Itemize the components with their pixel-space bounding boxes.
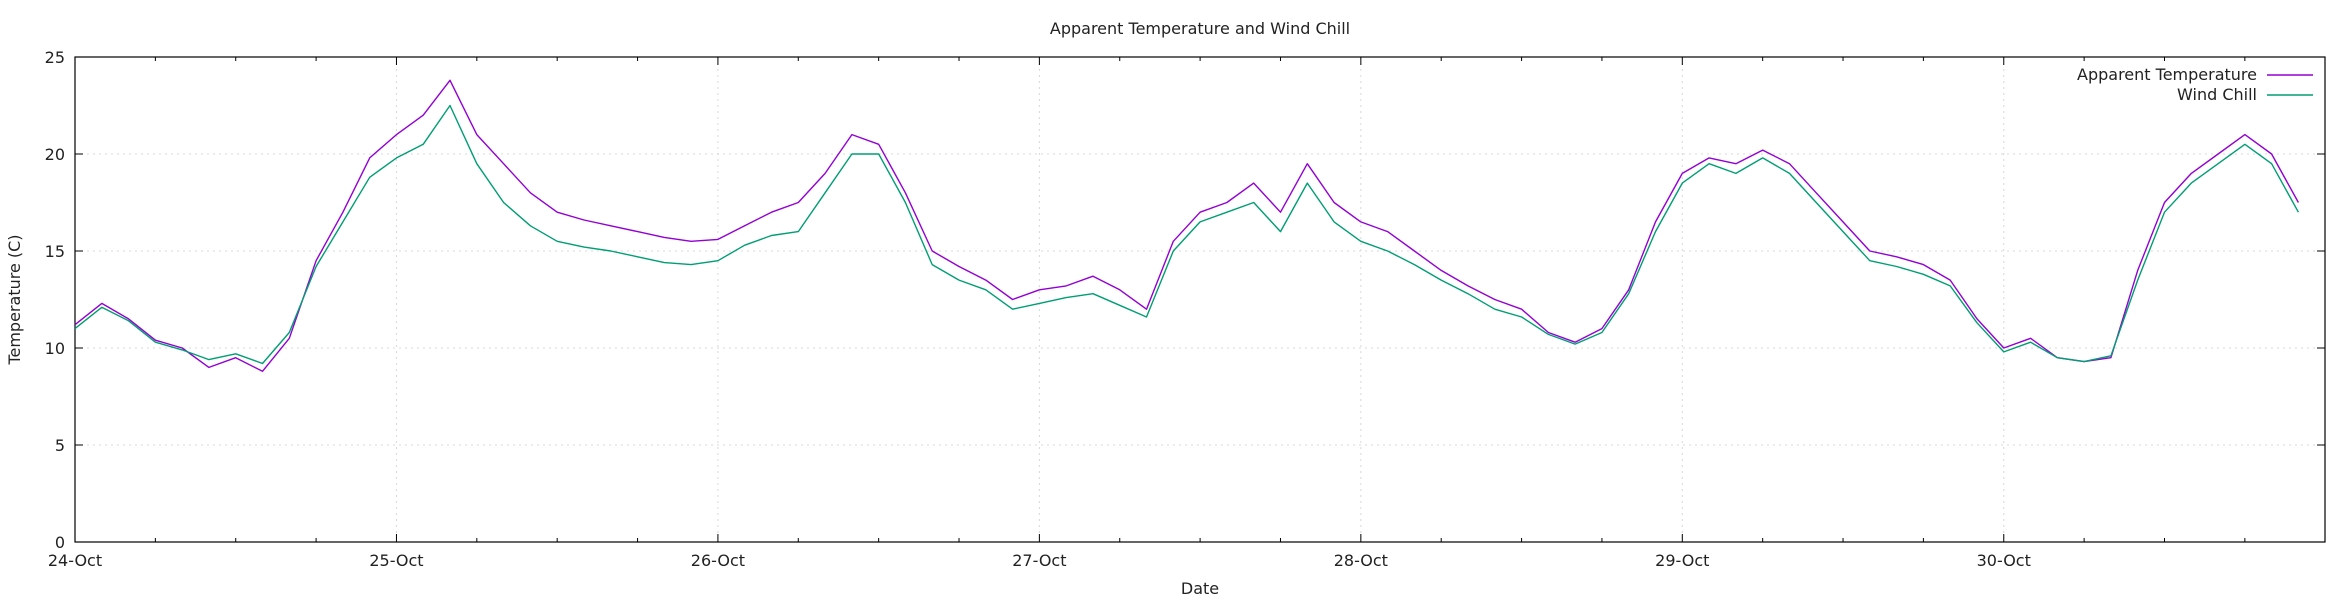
x-tick-label: 26-Oct — [691, 551, 745, 570]
y-tick-label: 5 — [55, 436, 65, 455]
plot-frame — [74, 56, 2326, 543]
legend-label: Apparent Temperature — [2077, 65, 2257, 84]
y-tick-label: 0 — [55, 533, 65, 552]
x-tick-label: 29-Oct — [1655, 551, 1709, 570]
y-axis-title: Temperature (C) — [5, 234, 24, 365]
x-tick-label: 24-Oct — [48, 551, 102, 570]
series-line-wind-chill — [74, 104, 2300, 365]
chart-title: Apparent Temperature and Wind Chill — [1050, 19, 1350, 38]
y-tick-label: 10 — [45, 339, 65, 358]
y-tick-label: 15 — [45, 242, 65, 261]
series-line-apparent-temperature — [74, 79, 2300, 372]
axis-ticks: 0 5 10 15 20 25 24-Oct 25-Oct 26-Oct 27-Oct 28-Oct… — [45, 48, 2325, 570]
legend-label: Wind Chill — [2177, 85, 2257, 104]
x-axis-title: Date — [1181, 579, 1219, 598]
grid-lines — [75, 57, 2325, 542]
y-tick-label: 25 — [45, 48, 65, 67]
x-tick-label: 27-Oct — [1012, 551, 1066, 570]
x-tick-label: 25-Oct — [369, 551, 423, 570]
y-tick-label: 20 — [45, 145, 65, 164]
x-tick-label: 28-Oct — [1334, 551, 1388, 570]
series-lines — [74, 79, 2300, 372]
x-tick-label: 30-Oct — [1977, 551, 2031, 570]
